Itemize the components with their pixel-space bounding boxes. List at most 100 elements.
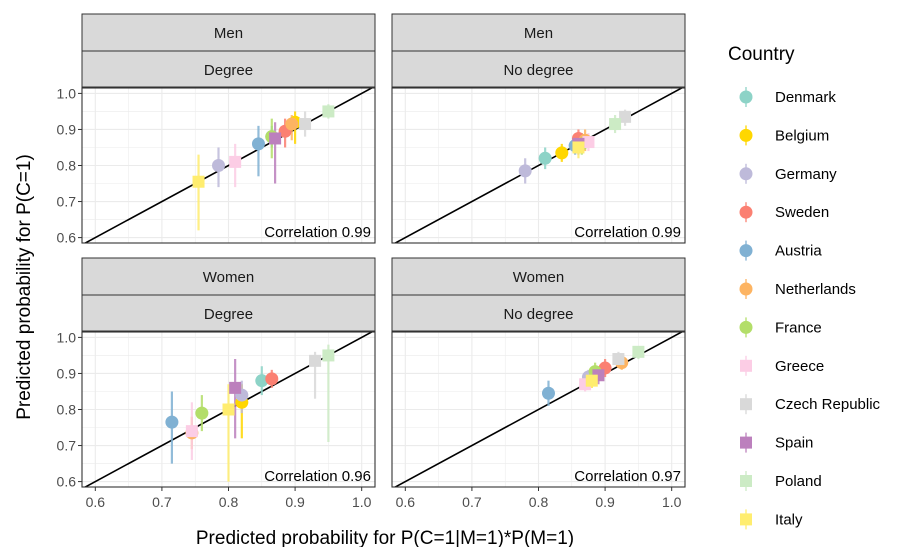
point-greece — [229, 155, 242, 168]
point-czech-republic — [299, 118, 312, 131]
legend-item-czech-republic: Czech Republic — [740, 394, 881, 415]
legend-label: Denmark — [775, 89, 836, 106]
strip-education — [391, 294, 686, 332]
panel-men-no-degree: Men No degree Correlation 0.99 — [391, 13, 686, 244]
legend-key-circle — [739, 320, 753, 334]
strip-gender-label: Men — [214, 25, 243, 42]
correlation-label: Correlation 0.97 — [574, 468, 681, 485]
point-germany — [212, 159, 226, 172]
strip-gender — [391, 257, 686, 296]
legend-key-circle — [739, 244, 753, 258]
x-tick-label: 0.9 — [285, 494, 305, 510]
strip-gender-label: Women — [513, 269, 564, 286]
y-tick-label: 0.8 — [57, 158, 77, 174]
y-tick-label: 0.8 — [57, 402, 77, 418]
legend-key-square — [740, 359, 752, 372]
point-greece — [582, 136, 595, 149]
strip-education-label: No degree — [503, 306, 573, 323]
legend-label: Poland — [775, 473, 822, 490]
x-tick-label: 0.6 — [396, 494, 416, 510]
gridlines — [82, 88, 375, 243]
legend-item-italy: Italy — [740, 509, 803, 530]
x-axis-title: Predicted probability for P(C=1|M=1)*P(M… — [196, 528, 574, 547]
reference-line — [393, 332, 684, 487]
point-france — [195, 406, 209, 420]
strip-education — [391, 50, 686, 88]
x-tick-label: 0.8 — [529, 494, 549, 510]
data-layer — [393, 332, 684, 487]
point-denmark — [255, 374, 269, 388]
strip-gender-label: Women — [203, 269, 254, 286]
data-layer — [83, 332, 374, 487]
legend-label: Netherlands — [775, 281, 856, 298]
point-denmark — [538, 151, 552, 165]
legend-key-circle — [739, 282, 753, 296]
legend-label: France — [775, 319, 822, 336]
legend-label: Sweden — [775, 204, 829, 221]
legend-title: Country — [728, 44, 795, 65]
legend-item-poland: Poland — [740, 471, 822, 491]
legend-item-sweden: Sweden — [739, 202, 829, 223]
point-czech-republic — [309, 354, 322, 367]
legend-item-netherlands: Netherlands — [739, 279, 856, 299]
x-tick-label: 0.9 — [595, 494, 615, 510]
point-italy — [572, 141, 585, 154]
legend-label: Austria — [775, 243, 822, 260]
point-czech-republic — [619, 110, 632, 123]
legend-item-austria: Austria — [739, 240, 822, 261]
point-austria — [541, 386, 555, 400]
axes-layer: 0.6 0.7 0.8 0.9 1.0 0.6 0.7 0.8 0.9 1.0 0.6 0.7 0.8 0… — [57, 85, 682, 510]
legend-key-circle — [739, 90, 753, 104]
panel-border — [391, 87, 686, 244]
point-poland — [322, 349, 335, 362]
legend-label: Greece — [775, 358, 824, 375]
point-italy — [192, 175, 205, 188]
legend-item-germany: Germany — [739, 163, 837, 184]
data-layer — [83, 88, 374, 243]
correlation-label: Correlation 0.96 — [264, 468, 371, 485]
legend-key-square — [740, 436, 752, 449]
point-poland — [632, 345, 645, 358]
panels-layer: Men Degree Correlation 0.99 Men No degree Cor… — [81, 13, 686, 488]
y-tick-label: 0.9 — [57, 121, 77, 137]
point-spain — [269, 132, 282, 145]
legend-item-denmark: Denmark — [739, 87, 836, 107]
strip-education — [81, 294, 376, 332]
legend-item-greece: Greece — [740, 355, 824, 376]
point-germany — [518, 164, 532, 178]
reference-line — [83, 88, 374, 243]
panel-women-no-degree: Women No degree Correlation 0.97 — [391, 257, 686, 488]
x-tick-label: 1.0 — [352, 494, 372, 510]
point-italy — [585, 374, 598, 387]
strip-gender-label: Men — [524, 25, 553, 42]
legend-label: Italy — [775, 511, 803, 528]
data-layer — [393, 88, 684, 243]
point-spain — [229, 381, 242, 394]
y-axis-title: Predicted probability for P(C=1) — [14, 154, 35, 420]
legend-key-circle — [739, 167, 753, 181]
point-austria — [251, 137, 265, 151]
point-poland — [609, 118, 622, 131]
legend-key-circle — [739, 128, 753, 142]
legend: Country Denmark Belgium Germany Sweden Austr… — [728, 44, 881, 530]
legend-key-square — [740, 513, 752, 526]
strip-education-label: Degree — [204, 62, 253, 79]
reference-line — [393, 88, 684, 243]
point-poland — [322, 105, 335, 118]
x-tick-label: 0.7 — [152, 494, 172, 510]
legend-item-france: France — [739, 317, 822, 338]
y-tick-label: 0.9 — [57, 365, 77, 381]
correlation-label: Correlation 0.99 — [574, 224, 681, 241]
point-greece — [185, 425, 198, 438]
point-austria — [165, 415, 179, 429]
y-tick-label: 0.6 — [57, 474, 77, 490]
point-netherlands — [285, 117, 299, 131]
y-tick-label: 1.0 — [57, 329, 77, 345]
x-tick-label: 0.7 — [462, 494, 482, 510]
y-tick-label: 0.7 — [57, 438, 77, 454]
legend-key-circle — [739, 205, 753, 219]
x-tick-label: 0.8 — [219, 494, 239, 510]
strip-gender — [81, 13, 376, 52]
x-tick-label: 1.0 — [662, 494, 682, 510]
